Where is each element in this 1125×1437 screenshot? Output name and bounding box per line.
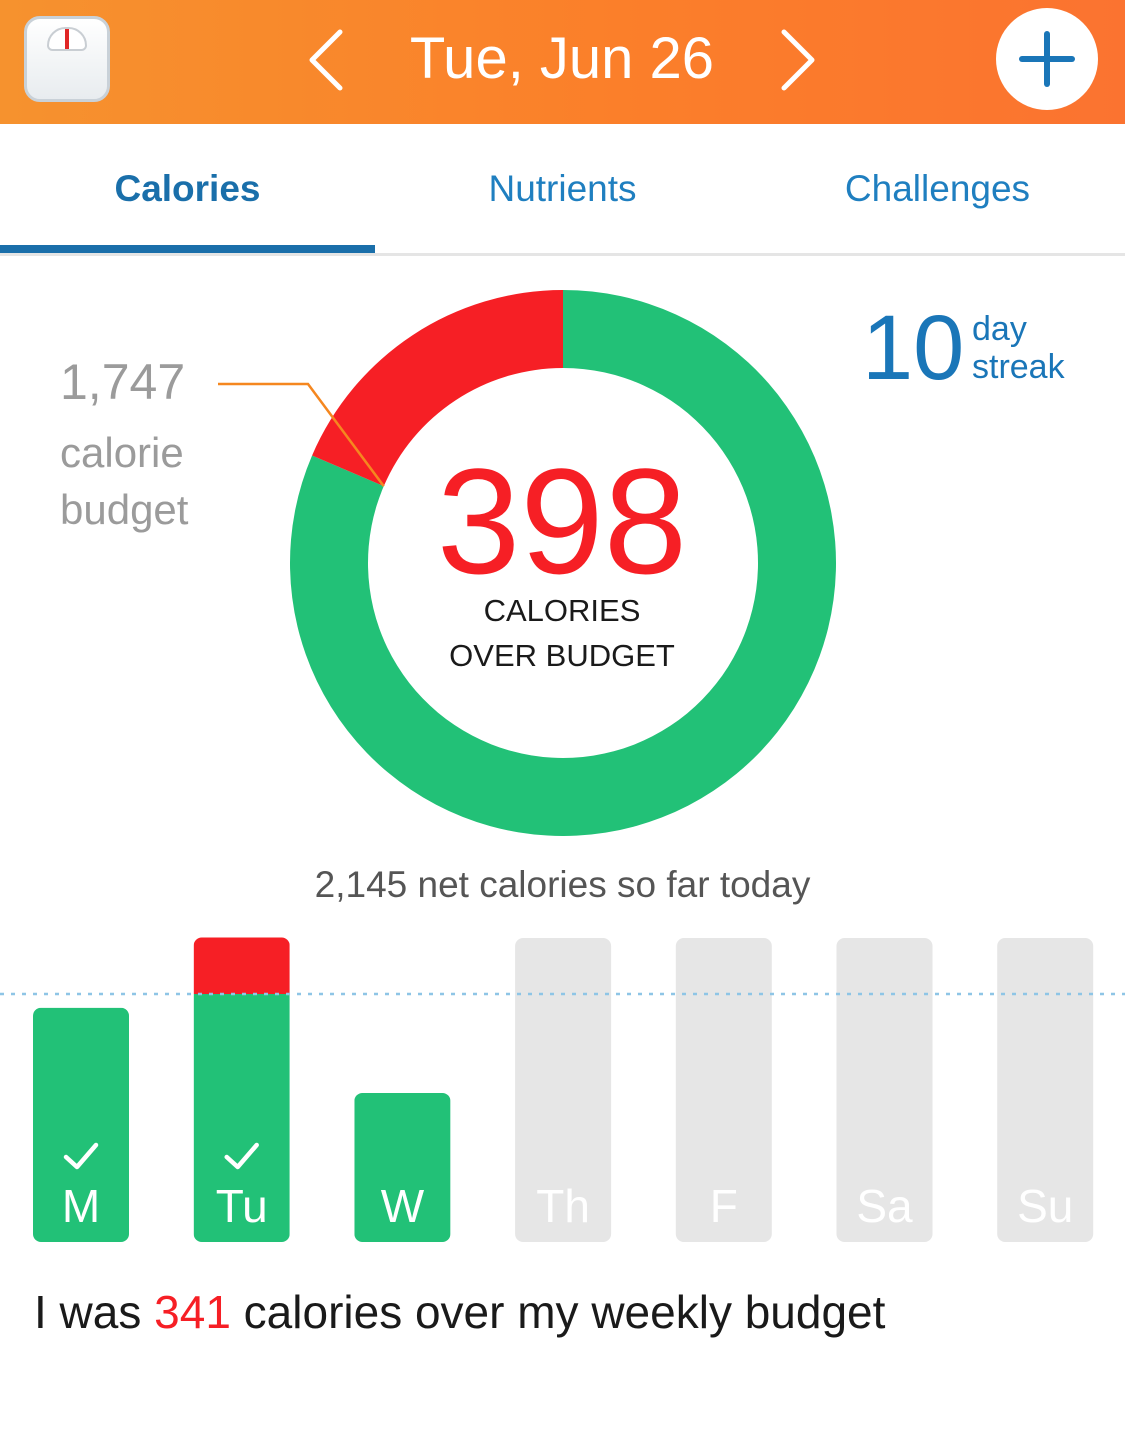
active-tab-indicator	[0, 245, 375, 253]
over-caption-line1: CALORIES	[483, 593, 641, 628]
tab-nutrients[interactable]: Nutrients	[488, 168, 637, 209]
day-bar-F[interactable]	[675, 938, 772, 1242]
plus-icon	[1019, 31, 1075, 87]
top-bar: Tue, Jun 26	[0, 0, 1125, 124]
calories-over-value: 398	[436, 437, 688, 605]
day-bar-Th[interactable]	[515, 938, 612, 1242]
chevron-left-icon[interactable]	[300, 28, 352, 92]
checkmark-icon	[224, 1142, 259, 1170]
net-calories-text: 2,145 net calories so far today	[314, 864, 811, 905]
add-button[interactable]	[996, 8, 1098, 110]
weekly-summary: I was 341 calories over my weekly budget	[34, 1282, 1094, 1342]
day-label-Th: Th	[536, 1180, 590, 1232]
streak-count: 10	[862, 297, 965, 399]
weekly-bars-svg: M Tu W Th F Sa Su	[0, 937, 1125, 1242]
day-label-W: W	[381, 1180, 425, 1232]
calorie-budget-label: calorie budget	[60, 429, 189, 533]
day-bar-Tu[interactable]	[193, 937, 290, 1242]
scale-needle	[65, 29, 69, 49]
day-bar-Su[interactable]	[997, 938, 1094, 1242]
weekly-over-value: 341	[154, 1286, 231, 1338]
day-bar-over-Tu	[193, 937, 290, 994]
chevron-right-icon[interactable]	[772, 28, 824, 92]
streak-label: day streak	[972, 310, 1065, 386]
day-label-Su: Su	[1017, 1180, 1073, 1232]
bathroom-scale-icon[interactable]	[24, 16, 110, 102]
checkmark-icon	[63, 1142, 99, 1170]
day-label-Sa: Sa	[856, 1180, 913, 1232]
calorie-budget-value: 1,747	[60, 354, 186, 410]
day-bar-M[interactable]	[33, 1007, 129, 1242]
day-bar-within-W	[354, 1092, 451, 1242]
weekly-summary-suffix: calories over my weekly budget	[230, 1286, 886, 1338]
over-caption-line2: OVER BUDGET	[449, 638, 675, 673]
tab-calories[interactable]: Calories	[114, 168, 261, 209]
weekly-summary-prefix: I was	[34, 1286, 155, 1338]
day-bar-within-M	[33, 1007, 129, 1242]
day-label-Tu: Tu	[216, 1180, 268, 1232]
tab-challenges[interactable]: Challenges	[844, 168, 1031, 209]
streak-unit: day	[972, 310, 1027, 348]
day-label-F: F	[710, 1180, 738, 1232]
day-label-M: M	[62, 1180, 100, 1232]
weekly-bar-chart: M Tu W Th F Sa Su	[0, 900, 1125, 1260]
day-bar-Sa[interactable]	[836, 938, 933, 1242]
calories-over-caption: CALORIES OVER BUDGET	[362, 588, 762, 678]
current-date[interactable]: Tue, Jun 26	[409, 26, 715, 91]
streak-text: streak	[972, 348, 1065, 386]
tab-bar: Calories Nutrients Challenges	[0, 124, 1125, 256]
day-bar-W[interactable]	[354, 1092, 451, 1242]
day-bar-within-Tu	[193, 994, 290, 1242]
